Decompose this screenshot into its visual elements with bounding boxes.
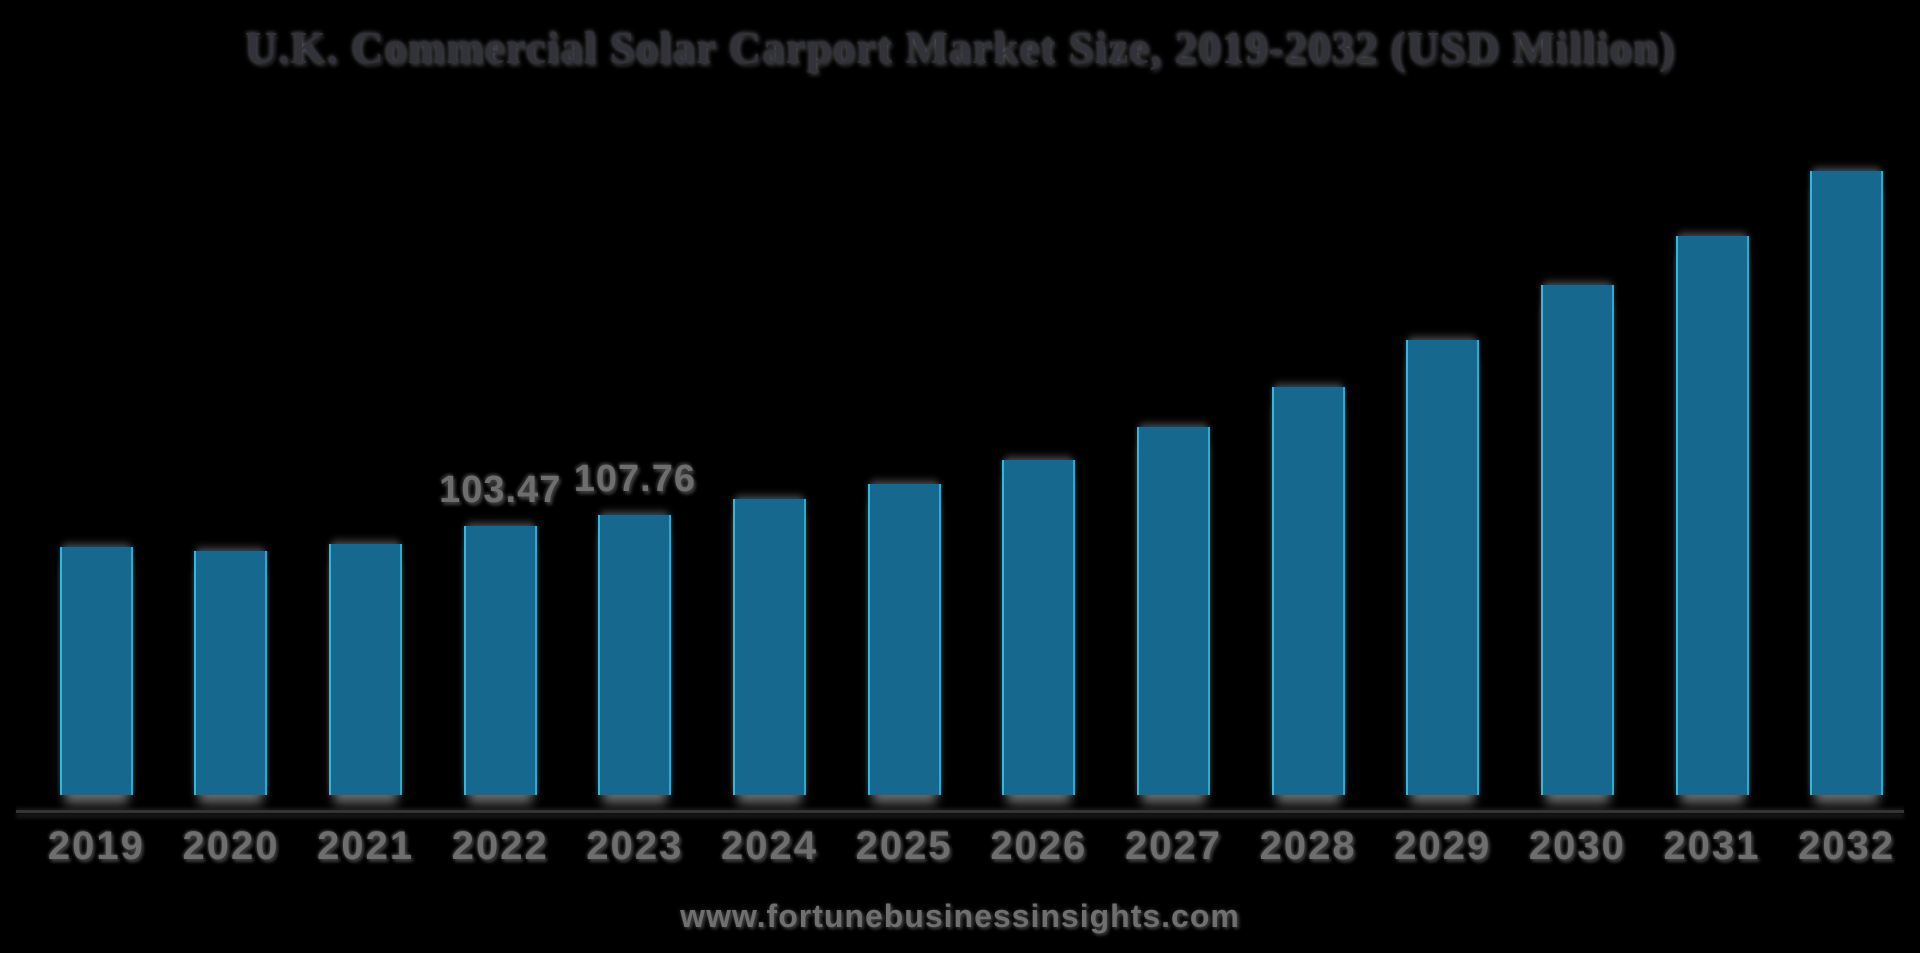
x-axis-tick-label: 2032	[1798, 824, 1896, 868]
bar	[59, 547, 133, 795]
bar	[1002, 460, 1076, 795]
bar-column	[971, 0, 1106, 795]
bar	[463, 526, 537, 795]
bar-column	[164, 0, 299, 795]
x-axis-tick-label: 2030	[1528, 824, 1626, 868]
bar-column: 103.47	[433, 0, 568, 795]
x-axis-tick-label: 2020	[182, 824, 280, 868]
bar	[1540, 285, 1614, 795]
bar-column	[837, 0, 972, 795]
x-axis-tick-label: 2029	[1394, 824, 1492, 868]
bar	[733, 499, 807, 795]
x-axis-tick-label: 2027	[1124, 824, 1222, 868]
x-axis-tick-label: 2026	[990, 824, 1088, 868]
x-axis-tick-label: 2023	[586, 824, 684, 868]
x-axis-tick-row: 2019 2020 2021 2022 2023 2024 2025 2026 2027 2028…	[29, 824, 1914, 869]
bar	[1810, 171, 1884, 795]
bar-column	[1779, 0, 1914, 795]
bar-column	[1645, 0, 1780, 795]
bar-column	[1510, 0, 1645, 795]
bar-column	[1241, 0, 1376, 795]
chart-title: U.K. Commercial Solar Carport Market Siz…	[244, 23, 1676, 73]
bar-column	[29, 0, 164, 795]
bar-column	[1106, 0, 1241, 795]
bar-column: 107.76	[568, 0, 703, 795]
watermark: www.fortunebusinessinsights.com	[680, 898, 1240, 934]
bar-value-label: 103.47	[439, 469, 562, 511]
x-axis-tick-label: 2025	[855, 824, 953, 868]
bar-value-label: 107.76	[573, 458, 696, 500]
x-axis-tick-label: 2024	[721, 824, 819, 868]
bar-column	[702, 0, 837, 795]
bar	[598, 515, 672, 795]
x-axis-tick-label: 2021	[317, 824, 415, 868]
x-axis-tick-label: 2022	[451, 824, 549, 868]
bar-column	[1375, 0, 1510, 795]
bar	[1675, 236, 1749, 795]
x-axis-tick-label: 2028	[1259, 824, 1357, 868]
bar-column	[298, 0, 433, 795]
x-axis-tick-label: 2019	[47, 824, 145, 868]
bar	[1406, 340, 1480, 795]
x-axis-tick-label: 2031	[1663, 824, 1761, 868]
bar	[329, 544, 403, 795]
plot-area: 103.47 107.76	[29, 0, 1914, 795]
bar	[194, 551, 268, 795]
bar	[867, 484, 941, 795]
x-axis-line	[16, 810, 1904, 813]
bar	[1271, 387, 1345, 795]
bar	[1136, 427, 1210, 795]
